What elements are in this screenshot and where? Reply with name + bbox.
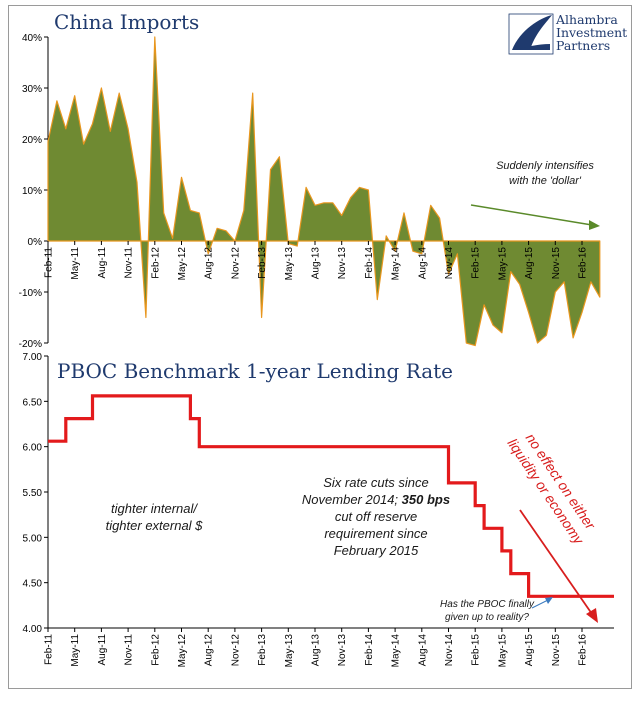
annotation-cuts-5: February 2015: [334, 543, 419, 558]
pboc-x-tick-label: Nov-11: [124, 634, 135, 666]
imports-y-tick-label: 40%: [22, 33, 42, 44]
imports-area-series: [47, 36, 601, 347]
imports-chart-title: China Imports: [54, 10, 199, 34]
imports-x-tick-label: Aug-13: [311, 247, 322, 280]
imports-annotation-line-1: Suddenly intensifies: [496, 160, 594, 172]
imports-y-tick-label: -10%: [19, 288, 42, 299]
logo-mark-icon: [508, 13, 554, 55]
annotation-cuts-4: requirement since: [324, 526, 427, 541]
annotation-tighter-1: tighter internal/: [111, 501, 198, 516]
pboc-y-tick-label: 6.50: [23, 397, 43, 408]
pboc-x-tick-label: Aug-12: [204, 634, 215, 667]
pboc-chart-title: PBOC Benchmark 1-year Lending Rate: [57, 359, 453, 383]
imports-x-tick-label: Nov-13: [337, 247, 348, 280]
pboc-y-tick-label: 5.50: [23, 488, 43, 499]
imports-x-tick-label: Feb-12: [150, 247, 161, 279]
imports-annotation-arrow: [470, 204, 600, 230]
imports-x-tick-label: Aug-14: [417, 247, 428, 280]
annotation-cuts-2a: November 2014;: [302, 492, 402, 507]
imports-annotation: Suddenly intensifies with the 'dollar': [470, 160, 600, 230]
pboc-x-tick-label: Nov-14: [444, 634, 455, 667]
pboc-axis-lines: [47, 356, 614, 629]
imports-x-tick-label: Nov-15: [551, 247, 562, 280]
imports-x-tick-label: Nov-14: [444, 247, 455, 280]
imports-x-tick-label: Nov-12: [230, 247, 241, 280]
pboc-y-tick-label: 4.50: [23, 579, 43, 590]
imports-y-tick-label: 30%: [22, 84, 42, 95]
annotation-question-1: Has the PBOC finally: [440, 599, 535, 610]
annotation-question-arrow: [531, 597, 553, 609]
pboc-x-tick-label: May-13: [284, 634, 295, 668]
imports-annotation-line-2: with the 'dollar': [509, 175, 582, 187]
imports-x-tick-label: May-11: [70, 247, 81, 280]
pboc-x-axis: Feb-11 May-11 Aug-11 Nov-11 Feb-12 May-12 Aug-…: [44, 628, 589, 667]
annotation-no-effect: no effect on either liquidity or economy: [504, 430, 599, 548]
imports-x-tick-label: Feb-15: [471, 247, 482, 279]
imports-x-tick-label: Feb-11: [44, 247, 55, 278]
pboc-rate-line: [48, 394, 614, 598]
imports-x-tick-label: Nov-11: [124, 247, 135, 279]
pboc-x-tick-label: Feb-15: [471, 634, 482, 666]
pboc-x-tick-label: Feb-14: [364, 634, 375, 666]
pboc-x-tick-label: May-15: [497, 634, 508, 668]
imports-x-tick-label: Feb-13: [257, 247, 268, 279]
imports-y-axis: 40% 30% 20% 10% 0% -10% -20%: [19, 33, 48, 350]
annotation-no-effect-arrow: [519, 509, 598, 623]
imports-y-tick-label: -20%: [19, 339, 42, 350]
pboc-y-tick-label: 4.00: [23, 624, 43, 635]
logo: Alhambra Investment Partners: [508, 12, 627, 55]
imports-x-tick-label: Feb-16: [578, 247, 589, 279]
annotation-cuts-3: cut off reserve: [335, 509, 417, 524]
pboc-x-tick-label: May-12: [177, 634, 188, 668]
imports-x-tick-label: May-15: [497, 247, 508, 281]
imports-y-tick-label: 10%: [22, 186, 42, 197]
imports-y-tick-label: 0%: [28, 237, 43, 248]
pboc-x-tick-label: Aug-13: [311, 634, 322, 667]
pboc-y-tick-label: 6.00: [23, 443, 43, 454]
logo-line-2: Investment: [556, 25, 627, 40]
pboc-y-axis: 7.00 6.50 6.00 5.50 5.00 4.50 4.00: [23, 352, 48, 635]
pboc-x-tick-label: Aug-15: [524, 634, 535, 667]
imports-x-axis: Feb-11 May-11 Aug-11 Nov-11 Feb-12 May-12 Aug-…: [44, 241, 589, 280]
imports-x-tick-label: Feb-14: [364, 247, 375, 279]
pboc-x-tick-label: Aug-14: [417, 634, 428, 667]
pboc-x-tick-label: Nov-13: [337, 634, 348, 667]
imports-x-tick-label: Aug-11: [97, 247, 108, 279]
logo-line-3: Partners: [556, 38, 610, 53]
imports-x-tick-label: May-14: [391, 247, 402, 281]
pboc-y-tick-label: 5.00: [23, 533, 43, 544]
pboc-y-tick-label: 7.00: [23, 352, 43, 363]
logo-line-1: Alhambra: [555, 12, 618, 27]
pboc-x-tick-label: Feb-12: [150, 634, 161, 666]
imports-x-tick-label: May-12: [177, 247, 188, 281]
imports-y-tick-label: 20%: [22, 135, 42, 146]
pboc-x-tick-label: Nov-15: [551, 634, 562, 667]
imports-x-tick-label: May-13: [284, 247, 295, 281]
annotation-tighter-2: tighter external $: [106, 518, 204, 533]
pboc-x-tick-label: Feb-11: [44, 634, 55, 665]
pboc-x-tick-label: May-11: [70, 634, 81, 667]
pboc-x-tick-label: Feb-13: [257, 634, 268, 666]
pboc-x-tick-label: May-14: [391, 634, 402, 668]
annotation-cuts-2b: 350 bps: [402, 492, 450, 507]
annotation-question-2: given up to reality?: [445, 612, 529, 623]
pboc-x-tick-label: Feb-16: [578, 634, 589, 666]
imports-x-tick-label: Aug-12: [204, 247, 215, 280]
imports-x-tick-label: Aug-15: [524, 247, 535, 280]
annotation-cuts-1: Six rate cuts since: [323, 475, 429, 490]
pboc-x-tick-label: Aug-11: [97, 634, 108, 666]
pboc-x-tick-label: Nov-12: [230, 634, 241, 667]
annotation-cuts-2: November 2014; 350 bps: [302, 492, 450, 507]
